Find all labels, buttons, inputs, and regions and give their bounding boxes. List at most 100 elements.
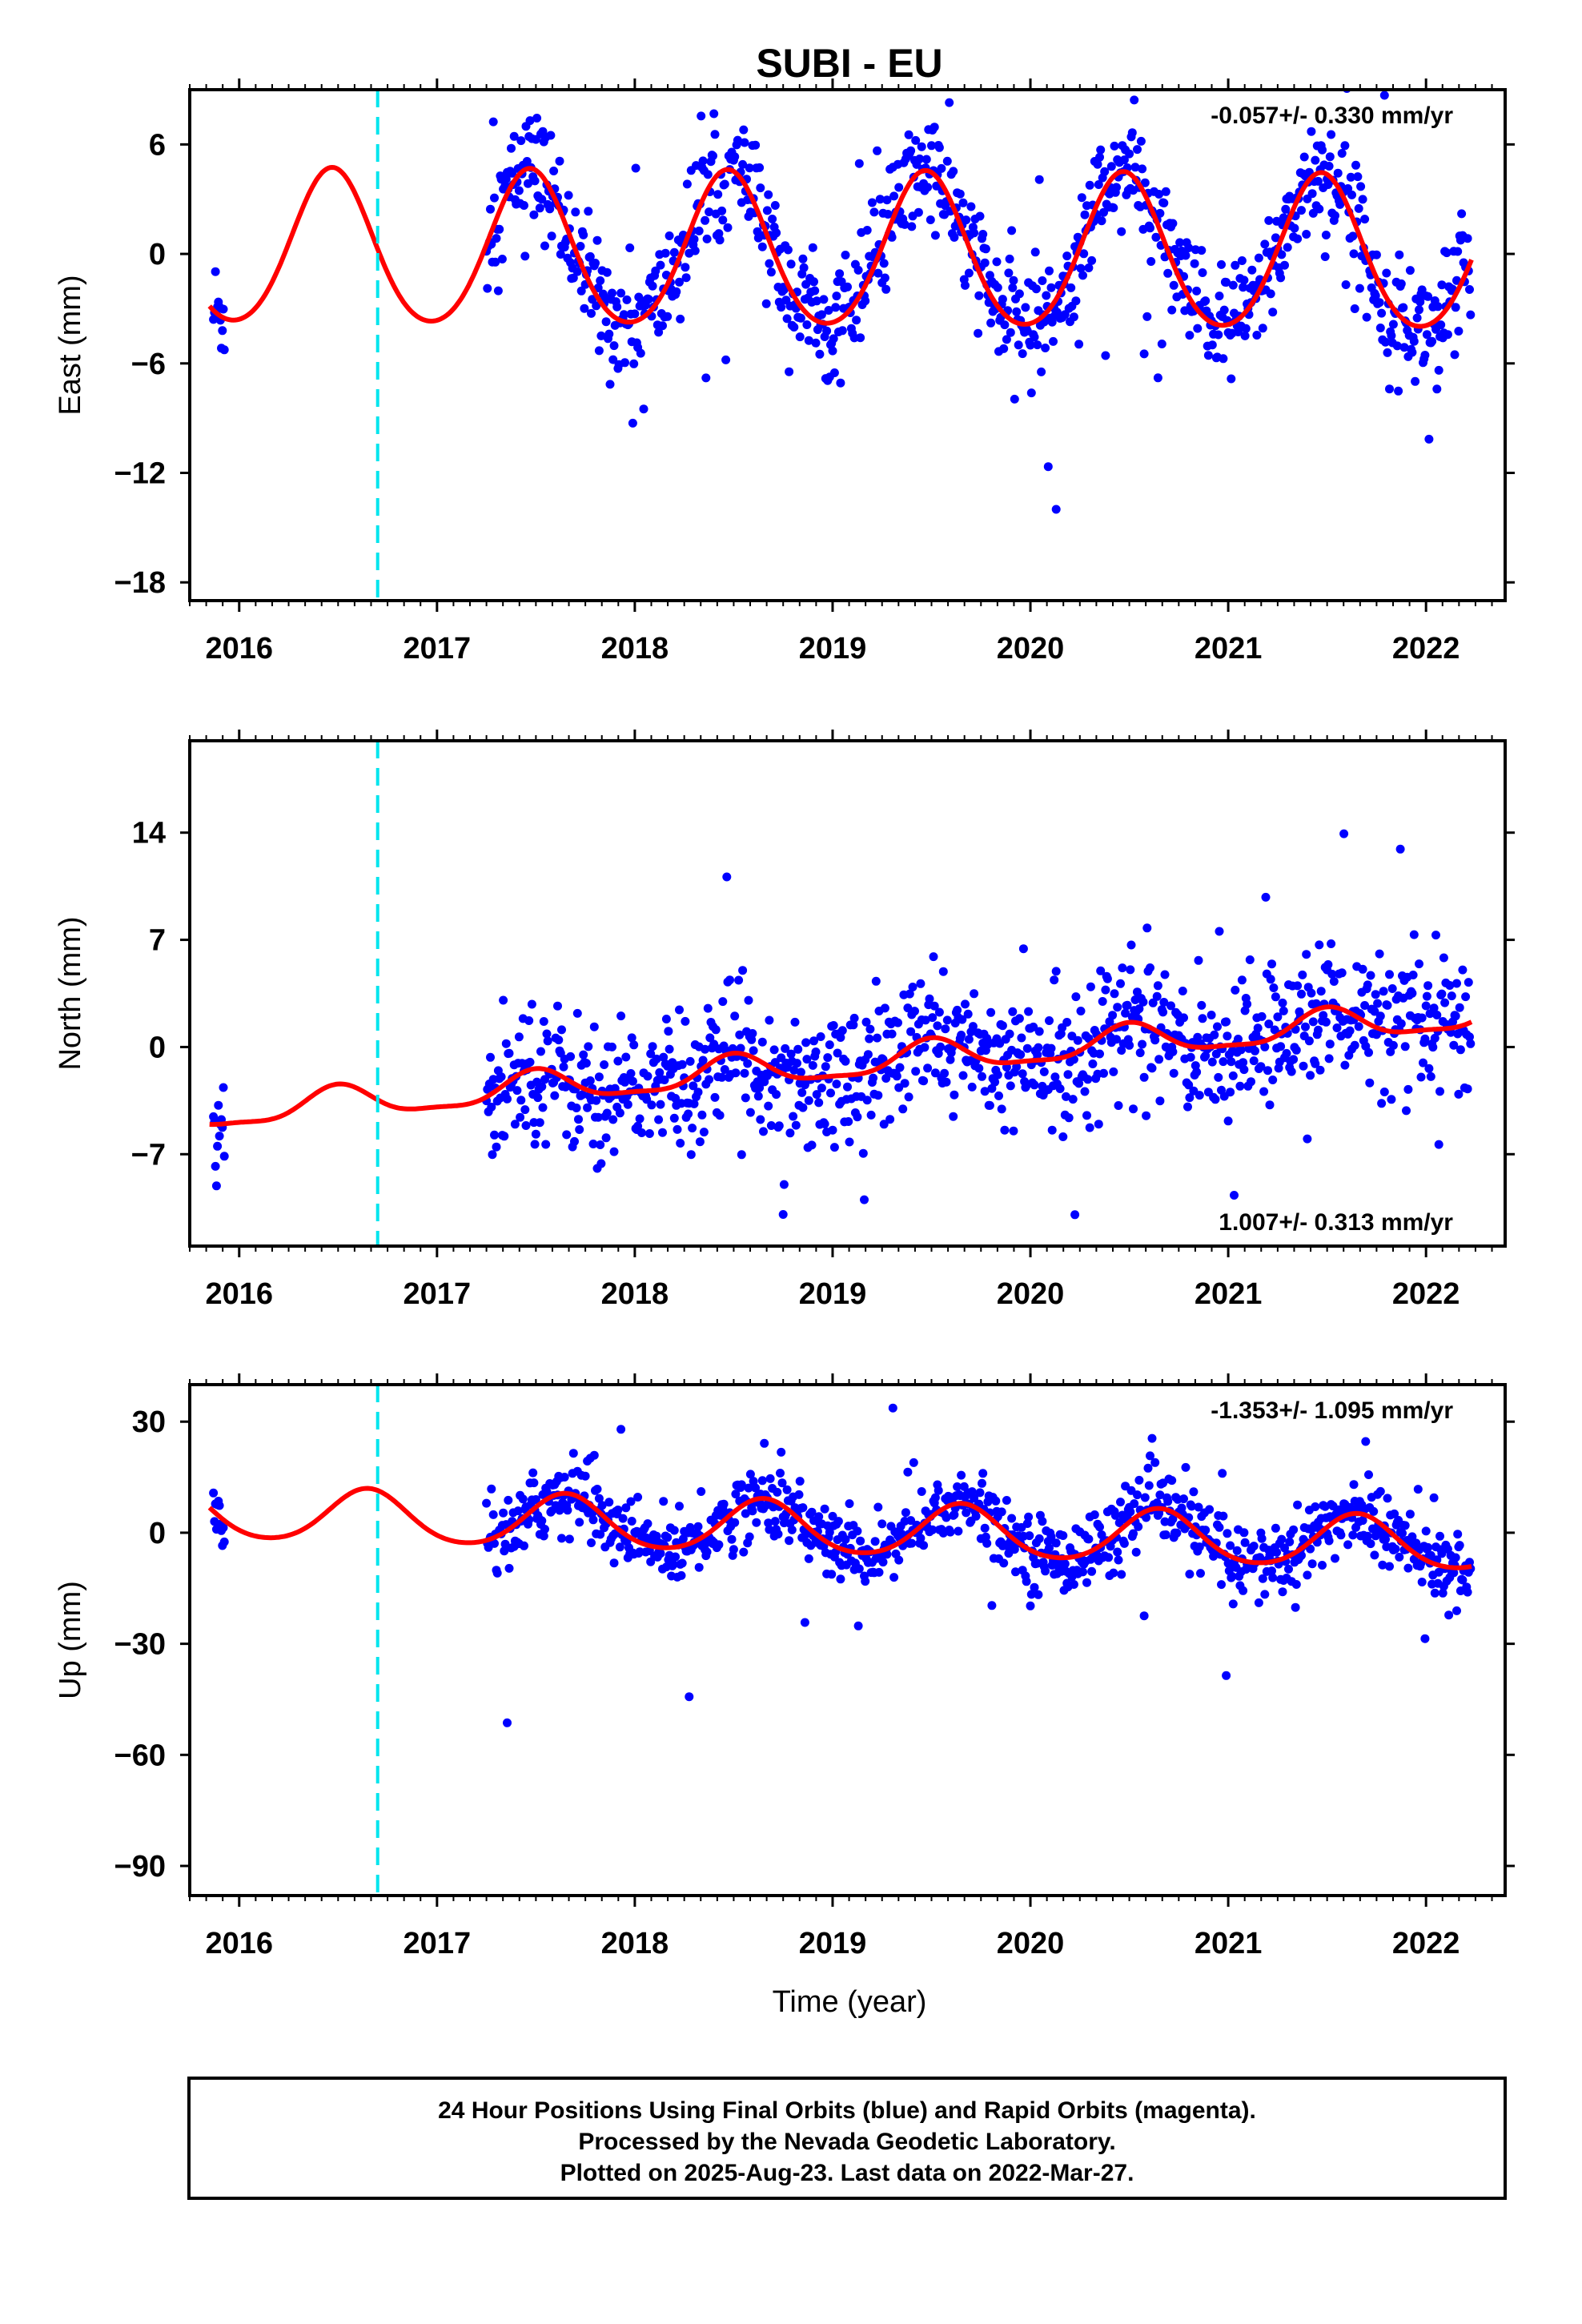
- data-point: [1433, 302, 1443, 312]
- data-point: [697, 111, 706, 121]
- data-point: [1186, 1052, 1195, 1062]
- data-point: [1169, 280, 1178, 290]
- data-point: [524, 1016, 534, 1025]
- data-point: [1388, 320, 1398, 329]
- data-point: [1349, 249, 1359, 259]
- data-point: [845, 1499, 854, 1509]
- data-point: [1194, 955, 1203, 965]
- data-point: [1423, 292, 1433, 301]
- data-point: [971, 1511, 981, 1521]
- data-point: [798, 1103, 808, 1112]
- data-point: [535, 1118, 544, 1128]
- data-point: [644, 1259, 653, 1268]
- data-point: [219, 1523, 228, 1533]
- data-point: [1398, 1529, 1407, 1538]
- data-point: [1034, 1027, 1044, 1036]
- data-point: [1074, 340, 1084, 349]
- data-point: [495, 224, 504, 234]
- data-point: [968, 1022, 978, 1031]
- data-point: [1249, 1542, 1259, 1551]
- data-point: [490, 193, 499, 203]
- x-tick-label: 2016: [205, 1927, 273, 1960]
- data-point: [1456, 1045, 1465, 1055]
- data-point: [1269, 983, 1279, 992]
- data-point: [795, 332, 805, 342]
- data-point: [661, 1015, 671, 1023]
- data-point: [829, 1021, 838, 1030]
- data-point: [1041, 1566, 1050, 1576]
- data-point: [1268, 308, 1278, 317]
- data-point: [894, 183, 904, 192]
- data-point: [1411, 376, 1420, 386]
- data-point: [1062, 1092, 1070, 1101]
- data-point: [219, 345, 229, 355]
- data-point: [1297, 1550, 1306, 1560]
- data-point: [1388, 1040, 1398, 1050]
- data-point: [815, 349, 825, 359]
- y-axis-label: Up (mm): [54, 1581, 87, 1699]
- data-point: [1109, 203, 1118, 212]
- data-point: [1237, 256, 1247, 265]
- data-point: [215, 1501, 224, 1510]
- data-point: [1158, 1007, 1168, 1017]
- data-point: [941, 1024, 950, 1034]
- data-point: [1009, 275, 1018, 285]
- data-point: [1385, 384, 1394, 394]
- data-point: [1463, 1084, 1472, 1094]
- data-point: [693, 1088, 703, 1097]
- data-point: [1449, 1040, 1459, 1050]
- data-point: [1240, 1538, 1250, 1547]
- data-point: [675, 277, 684, 287]
- data-point: [950, 1510, 959, 1519]
- data-point: [499, 1508, 508, 1518]
- data-point: [1022, 1577, 1031, 1586]
- x-tick-label: 2020: [997, 1927, 1065, 1960]
- data-point: [1082, 1111, 1091, 1120]
- data-point: [1304, 1036, 1314, 1046]
- data-point: [592, 301, 601, 311]
- data-point: [669, 247, 679, 257]
- data-point: [745, 1532, 754, 1542]
- data-point: [1080, 210, 1090, 219]
- data-point: [865, 1024, 875, 1034]
- data-point: [795, 1477, 805, 1486]
- data-point: [1314, 176, 1323, 186]
- data-point: [781, 1043, 790, 1053]
- x-tick-label: 2018: [601, 632, 669, 665]
- data-point: [1354, 203, 1363, 213]
- data-point: [1125, 1040, 1134, 1050]
- data-point: [785, 1128, 795, 1138]
- data-point: [1136, 136, 1146, 146]
- data-point: [589, 1022, 599, 1031]
- data-point: [1336, 1530, 1346, 1540]
- data-point: [1227, 1057, 1236, 1067]
- data-point: [1339, 829, 1349, 838]
- data-point: [1008, 283, 1018, 292]
- data-point: [739, 1547, 749, 1557]
- data-point: [1332, 1023, 1342, 1032]
- data-point: [1243, 999, 1252, 1009]
- data-point: [1024, 1007, 1034, 1016]
- data-point: [1218, 1469, 1227, 1478]
- data-point: [1078, 271, 1087, 280]
- data-point: [867, 198, 877, 207]
- data-point: [1114, 1518, 1124, 1527]
- data-point: [1110, 141, 1119, 151]
- data-point: [681, 273, 691, 283]
- data-point: [1113, 1003, 1122, 1012]
- data-point: [483, 283, 492, 293]
- data-point: [671, 1094, 681, 1103]
- data-point: [681, 263, 690, 272]
- data-point: [1231, 260, 1240, 270]
- data-point: [841, 251, 850, 259]
- data-point: [1381, 337, 1390, 347]
- data-point: [589, 1450, 599, 1460]
- data-point: [1405, 266, 1415, 275]
- rate-annotation: -0.057+/- 0.330 mm/yr: [1211, 103, 1453, 129]
- data-point: [1375, 949, 1384, 959]
- data-point: [1201, 296, 1211, 306]
- data-point: [809, 1036, 818, 1046]
- data-point: [516, 1096, 526, 1105]
- data-point: [953, 1482, 962, 1491]
